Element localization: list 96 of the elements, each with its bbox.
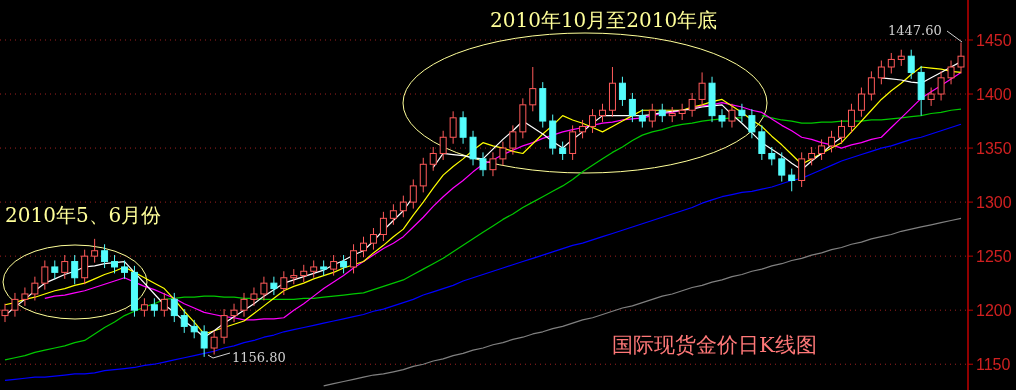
candlestick	[509, 124, 517, 156]
candlestick	[210, 330, 218, 355]
candlestick	[559, 141, 567, 161]
candlestick	[340, 254, 348, 274]
line-series	[323, 217, 962, 387]
candlestick	[220, 308, 228, 345]
candlestick	[41, 259, 49, 291]
candlestick	[250, 286, 258, 307]
candlestick	[957, 42, 965, 74]
candlestick	[937, 70, 945, 102]
candlestick	[778, 151, 786, 183]
candlestick	[599, 103, 606, 123]
candlestick	[180, 308, 188, 334]
candlestick	[838, 119, 845, 145]
candlestick	[798, 151, 806, 188]
candlestick	[200, 324, 208, 358]
candlestick	[698, 71, 706, 107]
candlestick	[887, 52, 895, 74]
candlestick	[947, 60, 955, 85]
candlestick	[529, 66, 537, 112]
candlestick	[121, 259, 128, 280]
candlestick	[71, 254, 79, 285]
candlestick	[867, 70, 875, 102]
candlestick	[350, 243, 358, 274]
candlestick	[847, 103, 855, 134]
candlestick	[190, 319, 198, 339]
candlestick	[419, 157, 427, 193]
candlestick	[499, 141, 507, 166]
candlestick	[648, 103, 656, 129]
candlestick	[360, 236, 367, 258]
y-tick-label: 1400	[976, 86, 1012, 104]
candlestick	[389, 203, 397, 226]
candlestick	[230, 303, 238, 323]
candlestick	[429, 146, 437, 172]
candlestick	[658, 103, 666, 123]
annotation: 2010年5、6月份	[5, 203, 162, 227]
candlestick	[857, 87, 865, 118]
candlestick	[927, 87, 935, 107]
candlestick	[738, 103, 746, 123]
y-tick-label: 1150	[976, 356, 1011, 374]
annotation: 2010年10月至2010年底	[490, 8, 718, 32]
candlestick	[11, 292, 19, 318]
y-tick-label: 1250	[976, 248, 1012, 266]
annotation: 1447.60	[888, 23, 942, 38]
candlestick	[569, 124, 577, 161]
candlestick	[330, 254, 338, 277]
candlestick	[61, 254, 69, 280]
candlestick	[399, 195, 407, 218]
candlestick	[31, 276, 39, 301]
candlestick	[469, 130, 477, 166]
y-tick-label: 1350	[976, 140, 1012, 158]
candlestick	[718, 108, 726, 129]
candlestick	[828, 130, 836, 153]
candlestick	[768, 146, 776, 166]
candlestick	[788, 168, 796, 192]
candlestick	[618, 76, 626, 107]
y-tick-label: 1300	[976, 194, 1012, 212]
candlestick	[628, 92, 636, 123]
candlestick	[140, 297, 148, 318]
y-tick-label: 1200	[976, 302, 1012, 320]
candlestick	[459, 110, 467, 145]
candlestick	[81, 249, 89, 285]
candlestick	[51, 259, 59, 280]
candlestick	[1, 303, 9, 323]
candlestick	[160, 292, 168, 318]
annotation: 1156.80	[232, 350, 286, 365]
candlestick	[260, 276, 268, 301]
candlestick	[877, 60, 885, 85]
candlestick	[449, 110, 457, 145]
candlestick	[579, 119, 587, 139]
candlestick	[758, 124, 766, 161]
candlestick	[280, 270, 288, 296]
candlestick	[379, 211, 387, 242]
candlestick	[101, 243, 109, 269]
candlestick	[369, 227, 377, 251]
candlestick	[748, 108, 756, 139]
candlestick	[808, 146, 816, 166]
candlestick	[489, 151, 497, 177]
candlestick	[728, 103, 736, 129]
candlestick	[907, 49, 915, 80]
candlestick	[589, 108, 597, 134]
y-tick-label: 1450	[976, 31, 1012, 49]
candlestick	[638, 108, 646, 129]
candlestick	[688, 92, 696, 118]
candlestick	[270, 276, 278, 296]
annotation: 国际现货金价日K线图	[612, 333, 817, 357]
candlestick	[409, 178, 417, 210]
candlestick	[240, 292, 248, 318]
candlestick	[21, 286, 29, 307]
candlestick	[479, 151, 487, 177]
candlestick	[91, 238, 99, 264]
candlestick	[439, 130, 447, 161]
candlestick	[818, 138, 826, 161]
candlestick	[150, 297, 158, 318]
candlestick	[111, 254, 119, 274]
candlestick	[170, 292, 178, 323]
